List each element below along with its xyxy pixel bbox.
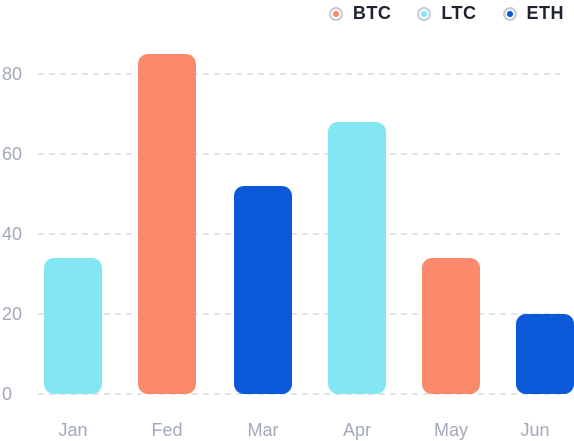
legend: BTC LTC ETH bbox=[303, 3, 564, 24]
bar-jun[interactable] bbox=[516, 314, 574, 394]
bar-fed[interactable] bbox=[138, 54, 196, 394]
x-tick-label: Fed bbox=[151, 420, 182, 440]
legend-label-btc: BTC bbox=[352, 3, 392, 23]
x-tick-label: Apr bbox=[343, 420, 371, 440]
y-tick-label: 0 bbox=[2, 384, 12, 404]
legend-label-eth: ETH bbox=[526, 3, 564, 23]
x-tick-label: Mar bbox=[248, 420, 279, 440]
ltc-dot-icon bbox=[417, 6, 432, 21]
btc-dot-icon bbox=[328, 6, 343, 21]
y-tick-label: 80 bbox=[2, 64, 22, 84]
x-tick-label: Jun bbox=[520, 420, 549, 440]
y-tick-label: 40 bbox=[2, 224, 22, 244]
legend-item-ltc[interactable]: LTC bbox=[417, 3, 476, 24]
bar-apr[interactable] bbox=[328, 122, 386, 394]
bar-may[interactable] bbox=[422, 258, 480, 394]
legend-label-ltc: LTC bbox=[441, 3, 477, 23]
legend-item-eth[interactable]: ETH bbox=[502, 3, 565, 24]
y-tick-label: 60 bbox=[2, 144, 22, 164]
x-tick-label: May bbox=[434, 420, 468, 440]
bar-jan[interactable] bbox=[44, 258, 102, 394]
legend-item-btc[interactable]: BTC bbox=[328, 3, 392, 24]
x-tick-label: Jan bbox=[58, 420, 87, 440]
y-tick-label: 20 bbox=[2, 304, 22, 324]
eth-dot-icon bbox=[502, 6, 517, 21]
bar-mar[interactable] bbox=[234, 186, 292, 394]
